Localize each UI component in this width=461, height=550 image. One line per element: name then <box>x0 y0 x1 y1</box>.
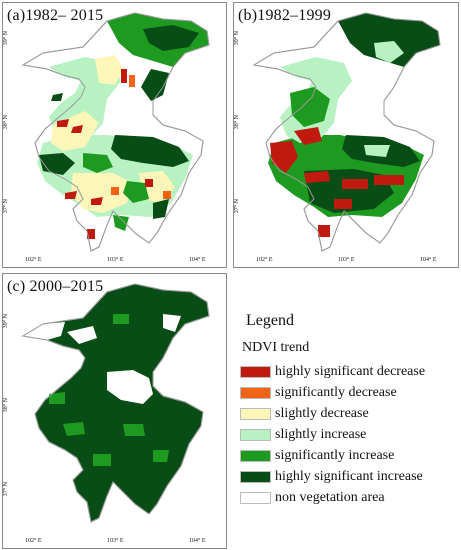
panel-a-title: (a)1982– 2015 <box>7 7 104 24</box>
lon-label-102: 102° E <box>256 257 273 263</box>
legend-swatch <box>240 366 271 378</box>
legend-item: significantly decrease <box>240 383 455 403</box>
legend-title: Legend <box>246 312 294 329</box>
ndvi-trend-map-c <box>21 283 210 523</box>
ndvi-trend-map-b <box>252 12 441 252</box>
legend: Legend NDVI trend highly significant dec… <box>240 312 455 509</box>
lat-label-37: 37° N <box>3 482 9 497</box>
lat-label-38: 38° N <box>3 115 9 130</box>
legend-swatch <box>240 471 271 483</box>
legend-item: slightly increase <box>240 425 455 445</box>
legend-item: non vegetation area <box>240 488 455 508</box>
lon-label-103: 103° E <box>338 257 355 263</box>
panel-b-title: (b)1982–1999 <box>238 7 332 24</box>
lon-label-104: 104° E <box>189 538 206 544</box>
lat-label-39: 39° N <box>234 31 240 46</box>
legend-item: highly significant decrease <box>240 362 455 382</box>
map-panel-c: (c) 2000–2015 39° N 38° N 37° N 102° E 1… <box>2 273 227 549</box>
lat-label-37: 37° N <box>234 199 240 214</box>
lon-label-104: 104° E <box>189 257 206 263</box>
legend-item: highly significant increase <box>240 467 455 487</box>
lon-label-104: 104° E <box>420 257 437 263</box>
panel-c-title: (c) 2000–2015 <box>7 278 104 295</box>
legend-label: significantly increase <box>275 448 395 463</box>
legend-swatch <box>240 387 271 399</box>
legend-swatch <box>240 429 271 441</box>
map-panel-a: (a)1982– 2015 39° N 38° N 37° N 102° E 1… <box>2 2 227 268</box>
legend-label: highly significant increase <box>275 469 423 484</box>
legend-item: slightly decrease <box>240 404 455 424</box>
lat-label-39: 39° N <box>3 314 9 329</box>
lon-label-103: 103° E <box>107 257 124 263</box>
map-panel-b: (b)1982–1999 39° N 38° N 37° N 102° E 10… <box>233 2 459 268</box>
lon-label-102: 102° E <box>25 257 42 263</box>
lat-label-38: 38° N <box>234 115 240 130</box>
lat-label-39: 39° N <box>3 31 9 46</box>
lat-label-38: 38° N <box>3 398 9 413</box>
legend-label: highly significant decrease <box>275 364 426 379</box>
lon-label-103: 103° E <box>107 538 124 544</box>
legend-swatch <box>240 408 271 420</box>
lon-label-102: 102° E <box>25 538 42 544</box>
legend-item: significantly increase <box>240 446 455 466</box>
legend-swatch <box>240 492 271 504</box>
ndvi-trend-map-a <box>21 12 210 252</box>
legend-label: slightly decrease <box>275 406 369 421</box>
lat-label-37: 37° N <box>3 199 9 214</box>
legend-label: non vegetation area <box>275 490 385 505</box>
legend-label: slightly increase <box>275 427 367 442</box>
legend-swatch <box>240 450 271 462</box>
legend-subtitle: NDVI trend <box>242 340 310 355</box>
legend-label: significantly decrease <box>275 385 397 400</box>
